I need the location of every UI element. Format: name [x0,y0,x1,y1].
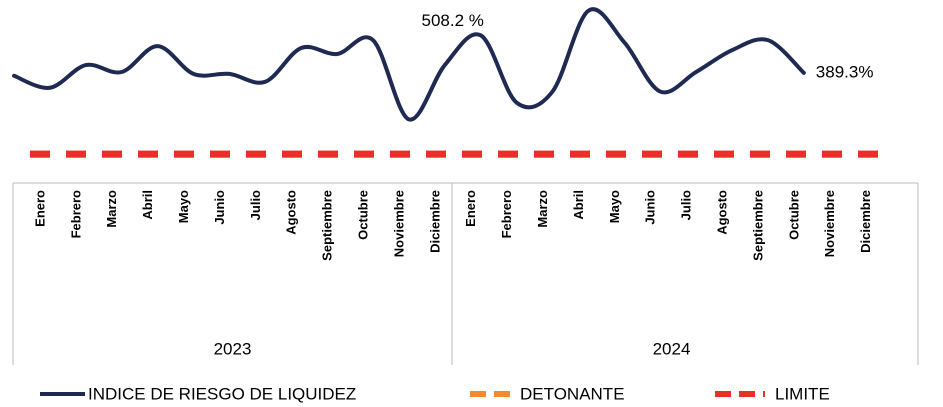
x-tick-label: Enero [463,190,478,227]
x-tick-label: Septiembre [750,190,765,261]
x-tick-label: Julio [679,190,694,220]
x-tick-label: Noviembre [822,190,837,257]
data-label: 389.3% [816,62,874,81]
x-tick-label: Junio [212,190,227,225]
x-tick-label: Agosto [284,190,299,235]
group-label: 2023 [214,339,252,358]
x-tick-label: Abril [571,190,586,220]
x-tick-label: Mayo [607,190,622,223]
x-tick-label: Octubre [786,190,801,240]
x-tick-label: Julio [248,190,263,220]
x-tick-label: Diciembre [427,190,442,253]
x-tick-label: Septiembre [320,190,335,261]
series-line [12,7,806,122]
x-tick-label: Abril [140,190,155,220]
x-tick-label: Marzo [104,190,119,228]
x-tick-label: Febrero [499,190,514,238]
axis-frame [12,182,919,365]
legend-label: LIMITE [775,384,830,403]
x-tick-label: Diciembre [858,190,873,253]
legend-label: DETONANTE [520,384,625,403]
data-label: 508.2 % [422,11,484,30]
x-tick-label: Febrero [68,190,83,238]
x-tick-label: Enero [32,190,47,227]
x-tick-label: Noviembre [391,190,406,257]
legend-label: INDICE DE RIESGO DE LIQUIDEZ [88,384,356,403]
x-tick-label: Octubre [356,190,371,240]
x-tick-label: Agosto [715,190,730,235]
x-tick-label: Mayo [176,190,191,223]
x-tick-label: Junio [643,190,658,225]
x-tick-label: Marzo [535,190,550,228]
group-label: 2024 [653,339,691,358]
